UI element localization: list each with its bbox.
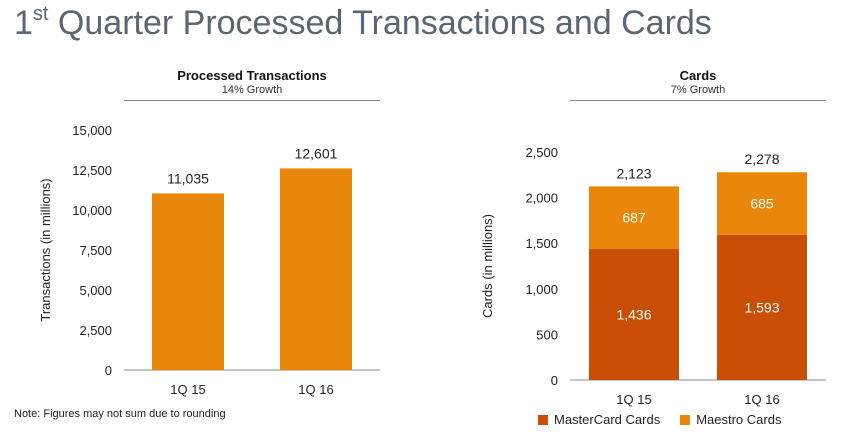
y-tick-label: 1,500 <box>525 236 558 251</box>
bar-total-label: 2,278 <box>744 151 779 167</box>
cards-legend: MasterCard Cards Maestro Cards <box>538 412 781 427</box>
y-tick-label: 2,500 <box>525 145 558 160</box>
y-tick-label: 500 <box>536 327 558 342</box>
y-tick-label: 15,000 <box>72 123 112 138</box>
page-title: 1st Quarter Processed Transactions and C… <box>14 2 712 43</box>
y-tick-label: 0 <box>551 373 558 388</box>
legend-swatch-maestro <box>680 414 691 425</box>
y-tick-label: 0 <box>105 363 112 378</box>
title-rest: Quarter Processed Transactions and Cards <box>48 4 712 42</box>
segment-label-maestro: 687 <box>622 210 646 226</box>
bar-segment-mastercard <box>589 249 679 380</box>
legend-item-maestro: Maestro Cards <box>680 412 781 427</box>
y-tick-label: 2,000 <box>525 191 558 206</box>
bar-segment-maestro <box>717 172 807 235</box>
transactions-header-rule <box>124 100 380 101</box>
legend-item-mastercard: MasterCard Cards <box>538 412 660 427</box>
cards-chart-subtitle: 7% Growth <box>670 84 726 96</box>
cards-header-rule <box>570 100 826 101</box>
bar <box>280 168 352 370</box>
title-main: 1 <box>14 4 33 42</box>
segment-label-maestro: 685 <box>750 195 774 211</box>
transactions-chart-title: Processed Transactions <box>177 68 327 83</box>
bar <box>152 193 224 370</box>
segment-label-mastercard: 1,593 <box>744 299 779 315</box>
x-tick-label: 1Q 16 <box>298 382 333 397</box>
y-tick-label: 2,500 <box>79 323 112 338</box>
bar-segment-mastercard <box>717 234 807 380</box>
y-tick-label: 5,000 <box>79 283 112 298</box>
y-tick-label: 1,000 <box>525 282 558 297</box>
bar-value-label: 12,601 <box>295 145 338 161</box>
transactions-chart-subtitle: 14% Growth <box>221 84 283 96</box>
transactions-bar-chart: 0 2,500 5,000 7,500 10,000 12,500 15,000 Transa… <box>38 123 380 397</box>
legend-swatch-mastercard <box>538 414 548 425</box>
cards-chart-title: Cards <box>679 68 717 83</box>
bar-total-label: 2,123 <box>616 165 651 181</box>
y-axis-label: Cards (in millions) <box>480 214 495 318</box>
legend-label-mastercard: MasterCard Cards <box>554 412 661 427</box>
cards-chart-header: Cards 7% Growth <box>570 68 826 101</box>
title-superscript: st <box>32 2 49 25</box>
x-tick-label: 1Q 16 <box>744 392 779 407</box>
cards-stacked-bar-chart: 0 500 1,000 1,500 2,000 2,500 Cards (in millio… <box>480 145 826 407</box>
bar-value-label: 11,035 <box>167 170 209 186</box>
transactions-chart-header: Processed Transactions 14% Growth <box>124 68 380 101</box>
x-tick-label: 1Q 15 <box>616 392 651 407</box>
y-axis-label: Transactions (in millions) <box>38 178 53 321</box>
y-tick-label: 10,000 <box>72 203 112 218</box>
y-tick-label: 12,500 <box>72 163 112 178</box>
legend-label-maestro: Maestro Cards <box>696 412 782 427</box>
footnote: Note: Figures may not sum due to roundin… <box>14 408 226 420</box>
x-tick-label: 1Q 15 <box>170 382 205 397</box>
segment-label-mastercard: 1,436 <box>616 307 651 323</box>
bar-segment-maestro <box>589 186 679 250</box>
y-tick-label: 7,500 <box>79 243 112 258</box>
